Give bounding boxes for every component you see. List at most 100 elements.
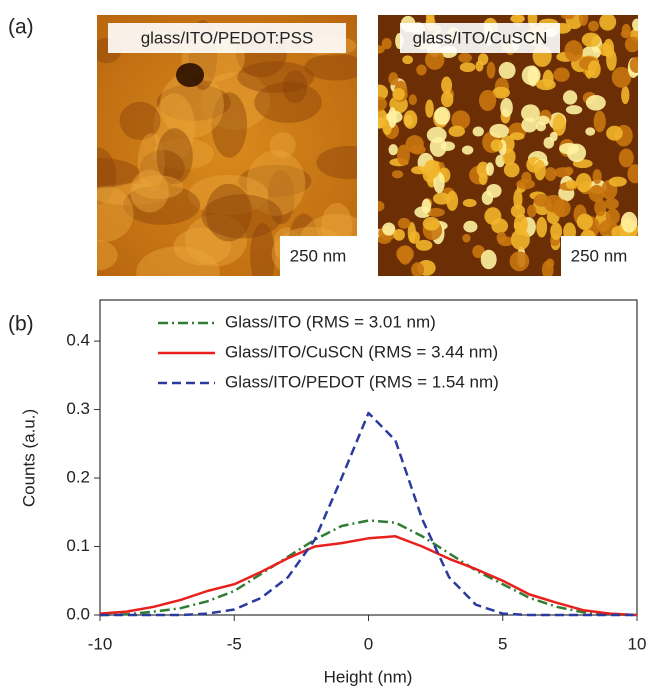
afm-grain (513, 188, 523, 210)
afm-grain (606, 125, 623, 141)
afm-texture (316, 145, 357, 180)
panel-label: (a) (8, 16, 34, 39)
afm-grain (527, 65, 539, 87)
afm-grain (486, 183, 502, 198)
afm-grain (415, 239, 433, 251)
image-label: glass/ITO/CuSCN (413, 28, 548, 47)
afm-grain (421, 198, 432, 214)
afm-texture (139, 149, 185, 187)
afm-grain (587, 60, 601, 79)
afm-texture (304, 53, 357, 81)
x-tick-label: -10 (88, 634, 113, 653)
afm-grain (484, 207, 502, 225)
afm-texture (176, 63, 204, 87)
afm-grain (388, 72, 399, 86)
y-tick-label: 0.0 (66, 604, 90, 623)
afm-grain (486, 61, 496, 79)
afm-grain (576, 213, 593, 230)
afm-grain (605, 208, 620, 225)
afm-grain (545, 258, 555, 269)
afm-texture (97, 183, 170, 206)
afm-grain (382, 222, 396, 236)
afm-grain (441, 76, 453, 94)
afm-grain (463, 220, 478, 233)
afm-grain (451, 110, 471, 130)
afm-texture (254, 81, 322, 124)
afm-grain (593, 110, 606, 133)
afm-grain (500, 98, 513, 118)
afm-grain (433, 172, 445, 194)
afm-texture (97, 185, 134, 242)
afm-grain (543, 136, 555, 149)
scale-box (561, 236, 638, 276)
afm-texture (246, 150, 306, 216)
afm-grain (378, 96, 387, 112)
afm-grain (403, 110, 418, 129)
afm-grain (588, 20, 599, 32)
legend-label: Glass/ITO/PEDOT (RMS = 1.54 nm) (225, 372, 499, 391)
afm-grain (496, 231, 507, 244)
y-tick-label: 0.1 (66, 536, 90, 555)
y-axis-title: Counts (a.u.) (19, 409, 38, 507)
series-line (100, 411, 637, 617)
afm-texture (237, 61, 315, 94)
y-tick-label: 0.3 (66, 399, 90, 418)
afm-grain (397, 217, 411, 229)
afm-grain (599, 15, 617, 31)
afm-texture (249, 223, 276, 276)
afm-grain (560, 15, 575, 20)
afm-grain (510, 15, 525, 23)
afm-grain (578, 15, 589, 26)
afm-grain (378, 84, 389, 101)
afm-grain (592, 169, 602, 185)
afm-grain (472, 126, 484, 137)
afm-grain (441, 91, 454, 108)
afm-grain (513, 221, 527, 231)
afm-grain (503, 162, 520, 178)
legend-label: Glass/ITO/CuSCN (RMS = 3.44 nm) (225, 342, 498, 361)
afm-grain (423, 159, 440, 179)
afm-texture (201, 194, 283, 239)
afm-grain (409, 230, 420, 244)
afm-grain (392, 87, 405, 101)
afm-grain (433, 192, 451, 205)
afm-grain (502, 148, 516, 166)
afm-grain (492, 86, 510, 99)
afm-grain (535, 121, 547, 132)
afm-grain (565, 105, 583, 115)
afm-grain (611, 66, 632, 88)
afm-texture (97, 158, 140, 188)
afm-grain (509, 251, 530, 272)
afm-grain (618, 148, 634, 168)
x-tick-label: 0 (364, 634, 373, 653)
afm-grain (476, 161, 490, 178)
afm-grain (562, 90, 578, 105)
afm-grain (553, 67, 570, 82)
afm-grain (378, 200, 385, 212)
afm-grain (405, 135, 424, 154)
afm-grain (422, 216, 440, 231)
series-line (99, 535, 638, 617)
image-label-box (400, 23, 560, 53)
y-tick-label: 0.4 (66, 331, 90, 350)
afm-grain (509, 132, 525, 141)
afm-grain (544, 167, 557, 181)
afm-grain (425, 15, 435, 26)
y-tick-label: 0.2 (66, 468, 90, 487)
afm-grain (427, 207, 445, 217)
afm-grain (594, 198, 607, 217)
afm-grain (585, 127, 596, 136)
afm-texture (269, 132, 296, 158)
afm-grain (381, 38, 392, 50)
afm-grain (510, 229, 530, 251)
afm-grain (624, 36, 638, 53)
afm-texture (97, 240, 118, 271)
afm-texture (137, 133, 165, 192)
afm-grain (388, 144, 398, 156)
afm-grain (564, 40, 583, 62)
legend-label: Glass/ITO (RMS = 3.01 nm) (225, 312, 436, 331)
afm-grain (566, 143, 587, 163)
afm-texture (173, 227, 232, 266)
afm-grain (550, 222, 563, 241)
afm-grain (604, 198, 619, 210)
